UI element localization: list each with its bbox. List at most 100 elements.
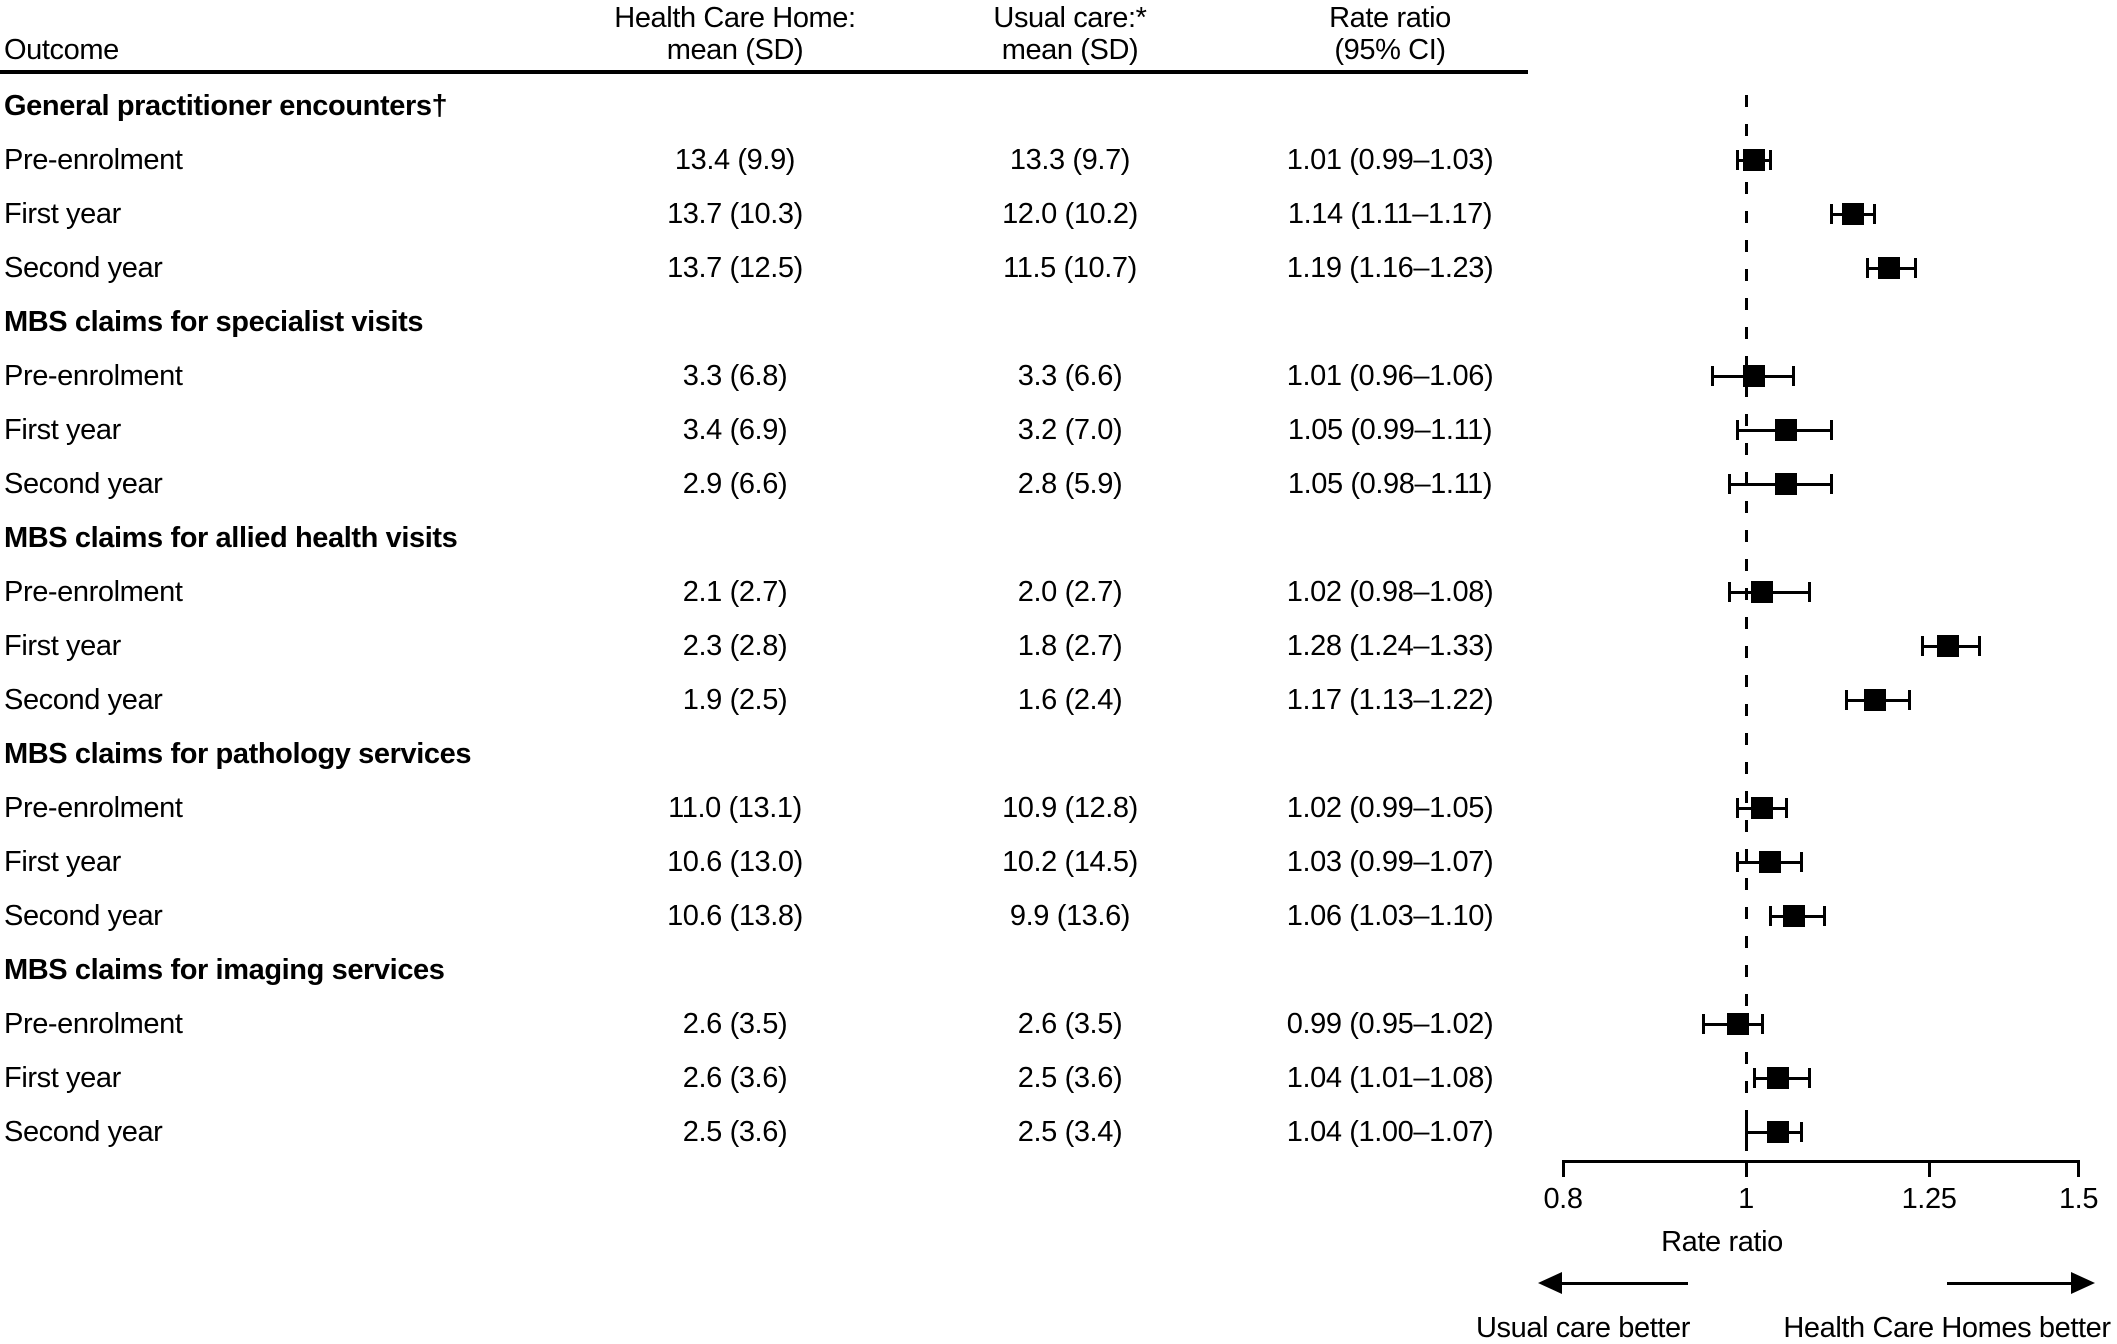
section-title: MBS claims for imaging services bbox=[4, 953, 445, 986]
axis-tick-label: 1 bbox=[1738, 1183, 1754, 1215]
table-row: First year 13.7 (10.3) 12.0 (10.2) 1.14 (1.… bbox=[0, 187, 1590, 241]
column-header-usual-line1: Usual care:* bbox=[993, 2, 1147, 34]
hch-mean-sd-value: 3.4 (6.9) bbox=[682, 413, 788, 446]
usual-mean-sd-value: 1.6 (2.4) bbox=[1017, 683, 1123, 716]
ci-cap-right bbox=[1978, 636, 1982, 656]
row-label: Second year bbox=[4, 1115, 163, 1148]
ci-cap-left bbox=[1736, 852, 1740, 872]
ci-cap-right bbox=[1799, 1122, 1803, 1142]
column-header-outcome: Outcome bbox=[4, 0, 534, 66]
section-title: MBS claims for allied health visits bbox=[4, 521, 458, 554]
hch-mean-sd-value: 2.6 (3.6) bbox=[682, 1061, 788, 1094]
axis-tick-label: 1.5 bbox=[2058, 1183, 2099, 1215]
ci-cap-left bbox=[1736, 798, 1740, 818]
ci-cap-right bbox=[1907, 690, 1911, 710]
table-row: First year 3.4 (6.9) 3.2 (7.0) 1.05 (0.99–1… bbox=[0, 403, 1590, 457]
point-estimate-square bbox=[1759, 851, 1782, 873]
ci-cap-left bbox=[1752, 1068, 1756, 1088]
ci-cap-left bbox=[1920, 636, 1924, 656]
table-row: Pre-enrolment 3.3 (6.8) 3.3 (6.6) 1.01 (0.9… bbox=[0, 349, 1590, 403]
section-title: MBS claims for specialist visits bbox=[4, 305, 424, 338]
table-row: Second year 2.9 (6.6) 2.8 (5.9) 1.05 (0.98–… bbox=[0, 457, 1590, 511]
section-title: General practitioner encounters† bbox=[4, 89, 448, 122]
hch-mean-sd-value: 13.7 (12.5) bbox=[667, 251, 803, 284]
point-estimate-square bbox=[1751, 797, 1774, 819]
ci-cap-right bbox=[1799, 852, 1803, 872]
ci-cap-left bbox=[1727, 474, 1731, 494]
rate-ratio-ci-value: 1.02 (0.99–1.05) bbox=[1286, 791, 1494, 824]
usual-mean-sd-value: 9.9 (13.6) bbox=[1009, 899, 1131, 932]
rate-ratio-ci-value: 1.17 (1.13–1.22) bbox=[1286, 683, 1494, 716]
left-direction-arrow-line bbox=[1558, 1282, 1688, 1285]
point-estimate-square bbox=[1726, 1013, 1749, 1035]
hch-mean-sd-value: 2.9 (6.6) bbox=[682, 467, 788, 500]
ci-cap-right bbox=[1830, 420, 1834, 440]
rate-ratio-ci-value: 1.14 (1.11–1.17) bbox=[1287, 197, 1493, 230]
row-label: First year bbox=[4, 629, 121, 662]
rate-ratio-ci-value: 1.02 (0.98–1.08) bbox=[1286, 575, 1494, 608]
rate-ratio-ci-value: 1.05 (0.99–1.11) bbox=[1287, 413, 1493, 446]
point-estimate-square bbox=[1767, 1067, 1790, 1089]
ci-cap-left bbox=[1744, 1122, 1748, 1142]
row-label: Second year bbox=[4, 467, 163, 500]
rate-ratio-ci-value: 1.04 (1.01–1.08) bbox=[1286, 1061, 1494, 1094]
point-estimate-square bbox=[1743, 365, 1766, 387]
point-estimate-square bbox=[1782, 905, 1805, 927]
point-estimate-square bbox=[1863, 689, 1886, 711]
rate-ratio-ci-value: 1.28 (1.24–1.33) bbox=[1286, 629, 1494, 662]
hch-mean-sd-value: 1.9 (2.5) bbox=[682, 683, 788, 716]
usual-mean-sd-value: 3.3 (6.6) bbox=[1017, 359, 1123, 392]
right-arrow-icon bbox=[2071, 1272, 2095, 1294]
row-label: Second year bbox=[4, 251, 163, 284]
table-row: First year 10.6 (13.0) 10.2 (14.5) 1.03 (0.… bbox=[0, 835, 1590, 889]
column-header-outcome-label: Outcome bbox=[4, 34, 119, 66]
ci-cap-left bbox=[1702, 1014, 1706, 1034]
usual-mean-sd-value: 10.2 (14.5) bbox=[1002, 845, 1138, 878]
table-row: First year 2.6 (3.6) 2.5 (3.6) 1.04 (1.01–1… bbox=[0, 1051, 1590, 1105]
usual-mean-sd-value: 12.0 (10.2) bbox=[1002, 197, 1138, 230]
row-label: Pre-enrolment bbox=[4, 575, 183, 608]
rate-ratio-ci-value: 1.05 (0.98–1.11) bbox=[1287, 467, 1493, 500]
usual-mean-sd-value: 13.3 (9.7) bbox=[1009, 143, 1131, 176]
hch-mean-sd-value: 10.6 (13.0) bbox=[667, 845, 803, 878]
row-label: Pre-enrolment bbox=[4, 1007, 183, 1040]
point-estimate-square bbox=[1842, 203, 1865, 225]
hch-mean-sd-value: 13.4 (9.9) bbox=[674, 143, 796, 176]
ci-cap-right bbox=[1807, 582, 1811, 602]
usual-mean-sd-value: 3.2 (7.0) bbox=[1017, 413, 1123, 446]
section-header-row: MBS claims for pathology services bbox=[0, 727, 1590, 781]
usual-mean-sd-value: 2.5 (3.4) bbox=[1017, 1115, 1123, 1148]
table-row: Pre-enrolment 13.4 (9.9) 13.3 (9.7) 1.01 (0… bbox=[0, 133, 1590, 187]
hch-mean-sd-value: 11.0 (13.1) bbox=[668, 791, 802, 824]
row-label: First year bbox=[4, 197, 121, 230]
section-header-row: MBS claims for specialist visits bbox=[0, 295, 1590, 349]
row-label: Pre-enrolment bbox=[4, 143, 183, 176]
usual-mean-sd-value: 1.8 (2.7) bbox=[1017, 629, 1123, 662]
ci-cap-left bbox=[1866, 258, 1870, 278]
point-estimate-square bbox=[1937, 635, 1960, 657]
ci-cap-left bbox=[1768, 906, 1772, 926]
rate-ratio-ci-value: 1.06 (1.03–1.10) bbox=[1286, 899, 1494, 932]
usual-mean-sd-value: 11.5 (10.7) bbox=[1003, 251, 1137, 284]
usual-mean-sd-value: 2.5 (3.6) bbox=[1017, 1061, 1123, 1094]
axis-tick-label: 0.8 bbox=[1543, 1183, 1583, 1215]
section-header-row: MBS claims for allied health visits bbox=[0, 511, 1590, 565]
ci-cap-right bbox=[1792, 366, 1796, 386]
row-label: Pre-enrolment bbox=[4, 359, 183, 392]
x-axis-line bbox=[1563, 1160, 2079, 1163]
axis-tick bbox=[2077, 1160, 2081, 1177]
ci-cap-right bbox=[1914, 258, 1918, 278]
axis-tick bbox=[1561, 1160, 1565, 1177]
column-header-usual-care: Usual care:* mean (SD) bbox=[870, 0, 1270, 66]
rate-ratio-ci-value: 1.04 (1.00–1.07) bbox=[1286, 1115, 1494, 1148]
ci-cap-right bbox=[1768, 150, 1772, 170]
point-estimate-square bbox=[1775, 419, 1797, 441]
right-direction-arrow-line bbox=[1947, 1282, 2075, 1285]
table-row: Pre-enrolment 2.1 (2.7) 2.0 (2.7) 1.02 (0.9… bbox=[0, 565, 1590, 619]
ci-cap-left bbox=[1736, 420, 1740, 440]
point-estimate-square bbox=[1775, 473, 1797, 495]
table-row: Second year 13.7 (12.5) 11.5 (10.7) 1.19 (1… bbox=[0, 241, 1590, 295]
table-row: Second year 2.5 (3.6) 2.5 (3.4) 1.04 (1.00–… bbox=[0, 1105, 1590, 1159]
column-header-hch-line1: Health Care Home: bbox=[614, 2, 856, 34]
